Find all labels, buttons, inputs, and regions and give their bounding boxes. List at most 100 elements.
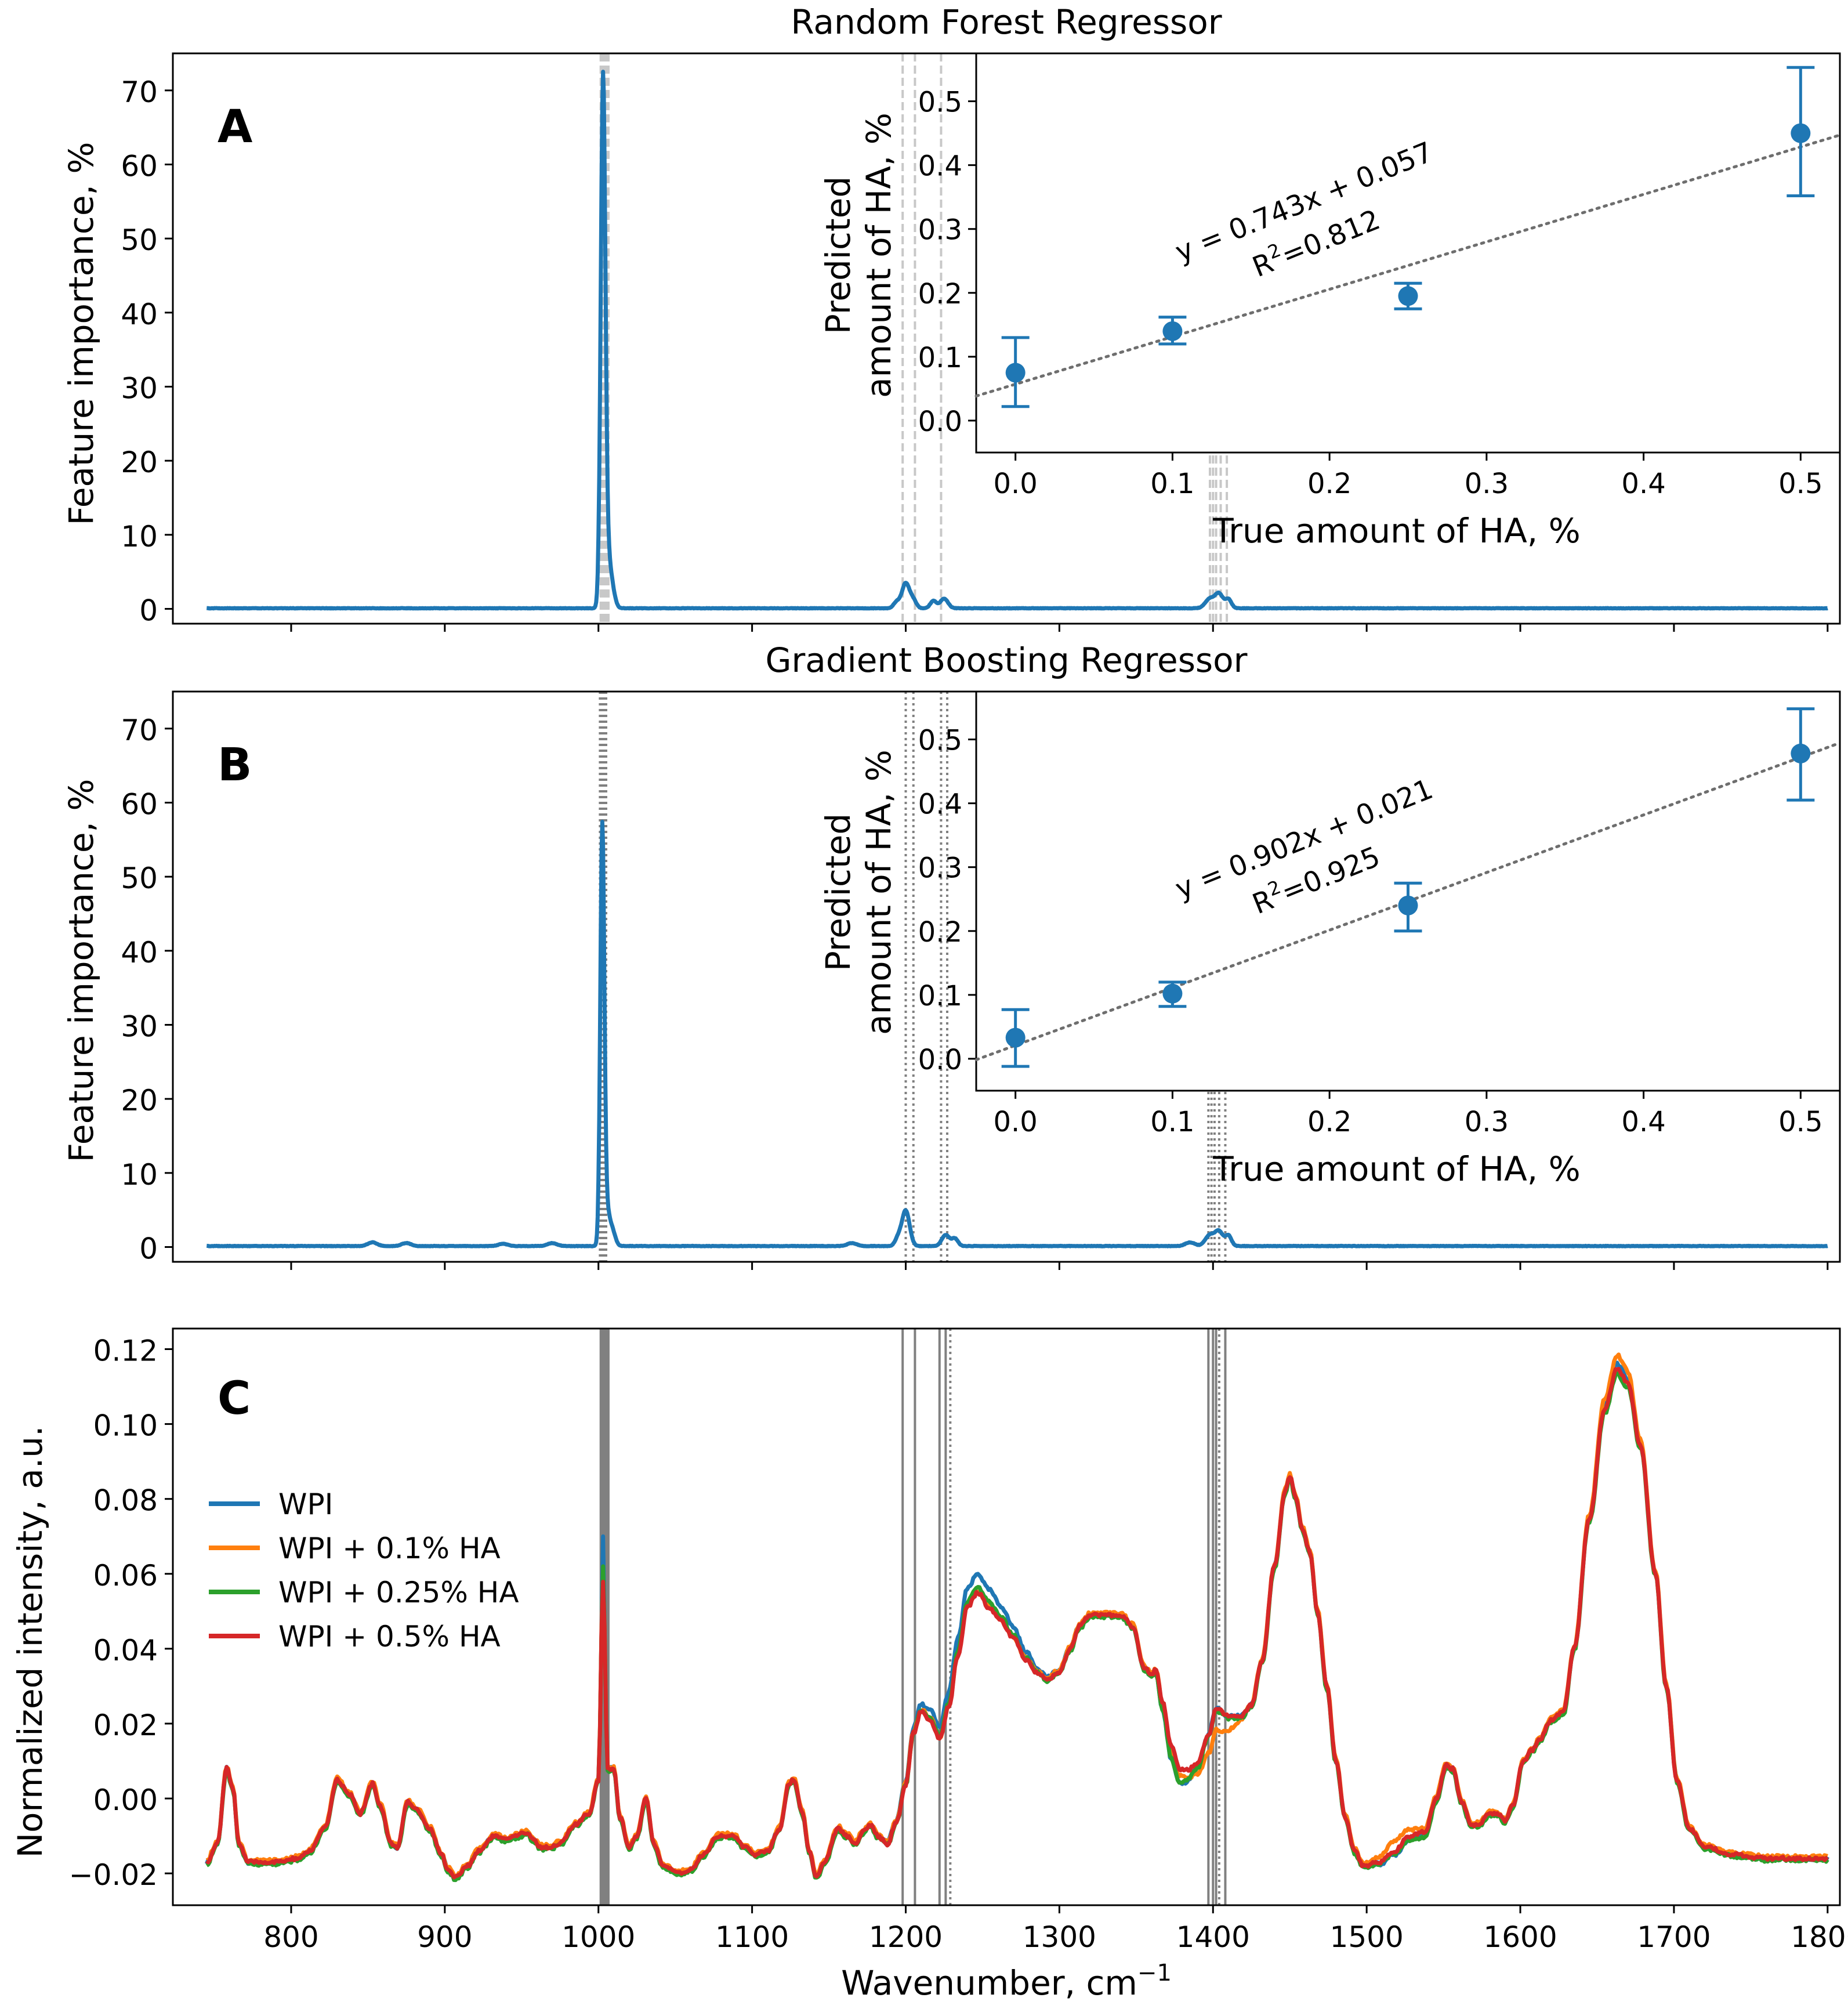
inset-frame xyxy=(975,52,1841,454)
inset-ytick-label-3: 0.3 xyxy=(918,852,962,885)
inset-point-1 xyxy=(1162,321,1183,341)
inset-xtick-label-3: 0.3 xyxy=(1465,1106,1509,1138)
panel-a-inset-xlabel: True amount of HA, % xyxy=(1212,511,1580,551)
panel-b-inset-ylabel-1: Predicted xyxy=(818,813,858,971)
ytick-label-2: 0.02 xyxy=(93,1709,158,1742)
spectrum-line-1 xyxy=(205,1352,1828,1879)
ytick-label-6: 0.10 xyxy=(93,1409,158,1443)
xtick-label-2: 1000 xyxy=(561,1920,635,1954)
xtick-label-6: 1400 xyxy=(1176,1920,1250,1954)
inset-xtick-label-0: 0.0 xyxy=(994,468,1038,500)
xtick-label-7: 1500 xyxy=(1330,1920,1404,1954)
panel-c-xlabel-sup: −1 xyxy=(1137,1960,1172,1986)
inset-point-3 xyxy=(1791,123,1811,143)
panel-a-yticks: 0 10 20 30 40 50 60 70 xyxy=(121,75,173,627)
ytick-label-2: 20 xyxy=(121,1084,158,1117)
xtick-label-3: 1100 xyxy=(715,1920,789,1954)
inset-xtick-label-3: 0.3 xyxy=(1465,468,1509,500)
inset-xtick-label-1: 0.1 xyxy=(1150,468,1194,500)
panel-a-series xyxy=(205,70,1829,611)
ytick-label-1: 10 xyxy=(121,1158,158,1192)
legend-label-3: WPI + 0.5% HA xyxy=(278,1620,501,1653)
panel-c: C Normalized intensity, a.u. Wavenumber,… xyxy=(10,1327,1848,2003)
panel-a-inset: 0.00.10.20.30.40.50.0 0.1 0.2 0.3 0.4 0.5 y =… xyxy=(818,52,1842,551)
inset-ytick-label-4: 0.4 xyxy=(918,788,962,821)
inset-point-3 xyxy=(1791,743,1811,763)
panel-c-series xyxy=(205,1352,1829,1883)
inset-xtick-label-4: 0.4 xyxy=(1621,1106,1665,1138)
xtick-label-1: 900 xyxy=(417,1920,472,1954)
ytick-label-7: 70 xyxy=(121,75,158,109)
inset-xtick-label-1: 0.1 xyxy=(1150,1106,1194,1138)
inset-fit-line xyxy=(974,133,1842,398)
series-line-0 xyxy=(205,70,1829,611)
panel-b-label: B xyxy=(218,739,252,791)
inset-ytick-label-1: 0.1 xyxy=(918,342,962,374)
ytick-label-5: 0.08 xyxy=(93,1484,158,1518)
legend-label-1: WPI + 0.1% HA xyxy=(278,1532,501,1565)
xtick-label-5: 1300 xyxy=(1023,1920,1096,1954)
inset-ytick-label-2: 0.2 xyxy=(918,278,962,310)
ytick-label-0: 0 xyxy=(139,1232,158,1265)
panel-a-ylabel: Feature importance, % xyxy=(61,142,101,526)
inset-xtick-label-2: 0.2 xyxy=(1307,468,1351,500)
panel-a-inset-ylabel-2: amount of HA, % xyxy=(859,113,898,398)
panel-a: Random Forest Regressor A Feature import… xyxy=(61,2,1842,632)
panel-c-xticks: 800 900 1000 1100 1200 1300 1400 1500 1600 1700 18… xyxy=(172,1327,1848,1954)
panel-c-yticks: −0.02 0.00 0.02 0.04 0.06 0.08 0.10 0.12 xyxy=(69,1334,173,1892)
panel-c-xlabel-text: Wavenumber, cm xyxy=(841,1963,1137,2002)
panel-c-label: C xyxy=(218,1373,251,1425)
ytick-label-4: 40 xyxy=(121,936,158,969)
ytick-label-2: 20 xyxy=(121,446,158,479)
ytick-label-6: 60 xyxy=(121,787,158,821)
xtick-label-10: 1800 xyxy=(1791,1920,1848,1954)
panel-a-label: A xyxy=(218,101,252,153)
inset-ytick-label-5: 0.5 xyxy=(918,725,962,757)
ytick-label-5: 50 xyxy=(121,862,158,895)
inset-ytick-label-2: 0.2 xyxy=(918,916,962,949)
xtick-label-8: 1600 xyxy=(1483,1920,1557,1954)
xtick-label-9: 1700 xyxy=(1637,1920,1711,1954)
inset-ytick-label-4: 0.4 xyxy=(918,150,962,183)
inset-point-2 xyxy=(1398,286,1418,306)
inset-xtick-label-4: 0.4 xyxy=(1621,468,1665,500)
panel-c-legend: WPI WPI + 0.1% HA WPI + 0.25% HA WPI + 0.5%… xyxy=(209,1488,519,1653)
inset-ytick-label-0: 0.0 xyxy=(918,406,962,438)
inset-xtick-label-0: 0.0 xyxy=(994,1106,1038,1138)
ytick-label-0: 0 xyxy=(139,593,158,627)
ytick-label-4: 0.06 xyxy=(93,1559,158,1593)
inset-point-0 xyxy=(1005,1027,1026,1048)
inset-ytick-label-0: 0.0 xyxy=(918,1044,962,1076)
series-line-0 xyxy=(205,820,1829,1248)
xtick-label-4: 1200 xyxy=(869,1920,943,1954)
panel-c-ylabel: Normalized intensity, a.u. xyxy=(10,1426,50,1858)
ytick-label-3: 0.04 xyxy=(93,1634,158,1667)
panel-b-inset: 0.00.10.20.30.40.50.0 0.1 0.2 0.3 0.4 0.5 y =… xyxy=(818,690,1842,1189)
legend-label-2: WPI + 0.25% HA xyxy=(278,1576,519,1609)
inset-xtick-label-2: 0.2 xyxy=(1307,1106,1351,1138)
panel-b-inset-xlabel: True amount of HA, % xyxy=(1212,1149,1580,1189)
inset-point-1 xyxy=(1162,983,1183,1004)
inset-xtick-label-5: 0.5 xyxy=(1778,1106,1822,1138)
ytick-label-1: 10 xyxy=(121,520,158,553)
inset-ytick-label-3: 0.3 xyxy=(918,214,962,247)
ytick-label-7: 0.12 xyxy=(93,1334,158,1368)
ytick-label-0: −0.02 xyxy=(69,1858,158,1892)
panel-c-frame xyxy=(172,1327,1841,1906)
panel-b-inset-content: 0.0 0.1 0.2 0.3 0.4 0.5 0.0 0.1 0.2 0.3 0.4 0.5 xyxy=(918,690,1842,1138)
panel-b-yticks: 0 10 20 30 40 50 60 70 xyxy=(121,714,173,1265)
panel-a-inset-content: 0.0 0.1 0.2 0.3 0.4 0.5 0.0 0.1 0.2 0.3 0.4 0.5 xyxy=(918,52,1842,500)
ytick-label-6: 60 xyxy=(121,149,158,183)
panel-c-vlines xyxy=(599,1329,1227,1905)
ytick-label-1: 0.00 xyxy=(93,1783,158,1817)
spectrum-line-3 xyxy=(205,1367,1829,1880)
panel-b: Gradient Boosting Regressor B Feature im… xyxy=(61,640,1842,1270)
ytick-label-3: 30 xyxy=(121,371,158,405)
ytick-label-5: 50 xyxy=(121,223,158,257)
ytick-label-3: 30 xyxy=(121,1009,158,1043)
inset-ytick-label-5: 0.5 xyxy=(918,86,962,119)
panel-b-ylabel: Feature importance, % xyxy=(61,779,101,1163)
ytick-label-7: 70 xyxy=(121,714,158,747)
